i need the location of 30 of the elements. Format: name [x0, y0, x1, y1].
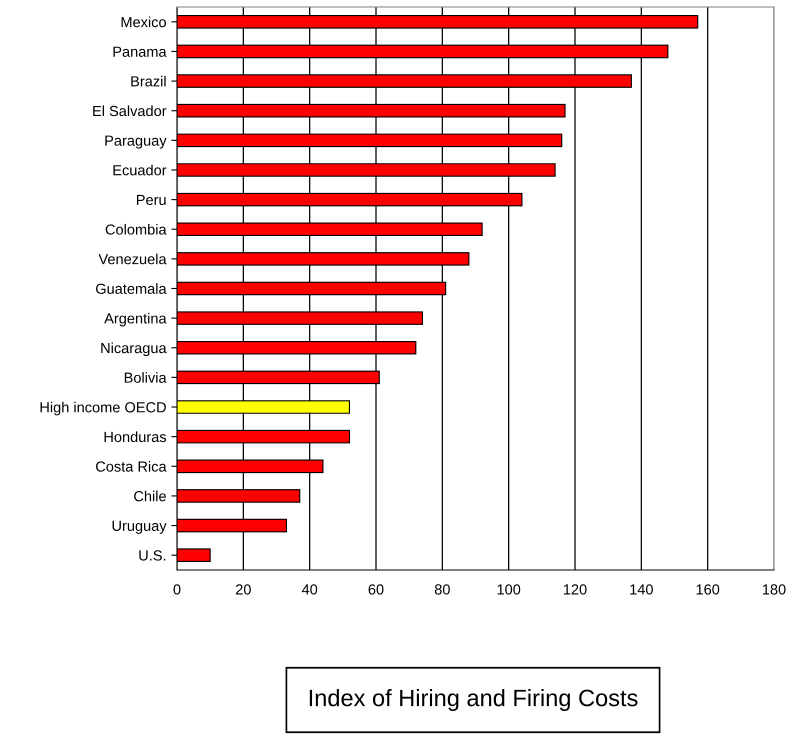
y-tick-label: Nicaragua	[101, 342, 167, 356]
x-tick-label: 100	[498, 584, 520, 595]
y-tick-label: El Salvador	[93, 105, 166, 116]
y-tick-label: High income OECD	[40, 402, 166, 416]
x-tick-label: 160	[696, 584, 720, 595]
x-tick-label: 80	[434, 584, 450, 595]
x-tick-label: 20	[236, 584, 251, 595]
x-tick-label: 180	[762, 584, 786, 595]
y-tick-label: Panama	[113, 46, 167, 57]
y-tick-label: Peru	[136, 194, 166, 206]
x-tick-label: 0	[174, 584, 180, 595]
x-tick-label: 60	[368, 584, 384, 595]
x-tick-label: 40	[302, 584, 318, 595]
y-tick-label: Bolivia	[124, 372, 167, 383]
y-tick-label: Guatemala	[96, 283, 167, 294]
y-tick-label: Brazil	[131, 76, 166, 87]
y-tick-label: Mexico	[122, 16, 166, 28]
x-tick-label: 140	[630, 584, 653, 595]
y-tick-label: Honduras	[104, 431, 166, 442]
y-tick-label: Uruguay	[112, 520, 167, 534]
y-tick-label: Ecuador	[113, 164, 166, 176]
y-tick-label: Chile	[134, 490, 166, 502]
y-tick-label: Argentina	[104, 312, 167, 326]
y-tick-label: Costa Rica	[96, 461, 167, 472]
y-tick-label: Venezuela	[98, 254, 167, 264]
x-tick-label: 120	[564, 584, 587, 595]
y-tick-label: Paraguay	[105, 136, 167, 149]
y-tick-label: U.S.	[139, 550, 166, 561]
x-axis-title: Index of Hiring and Firing Costs	[310, 688, 638, 712]
y-tick-label: Colombia	[106, 224, 167, 235]
